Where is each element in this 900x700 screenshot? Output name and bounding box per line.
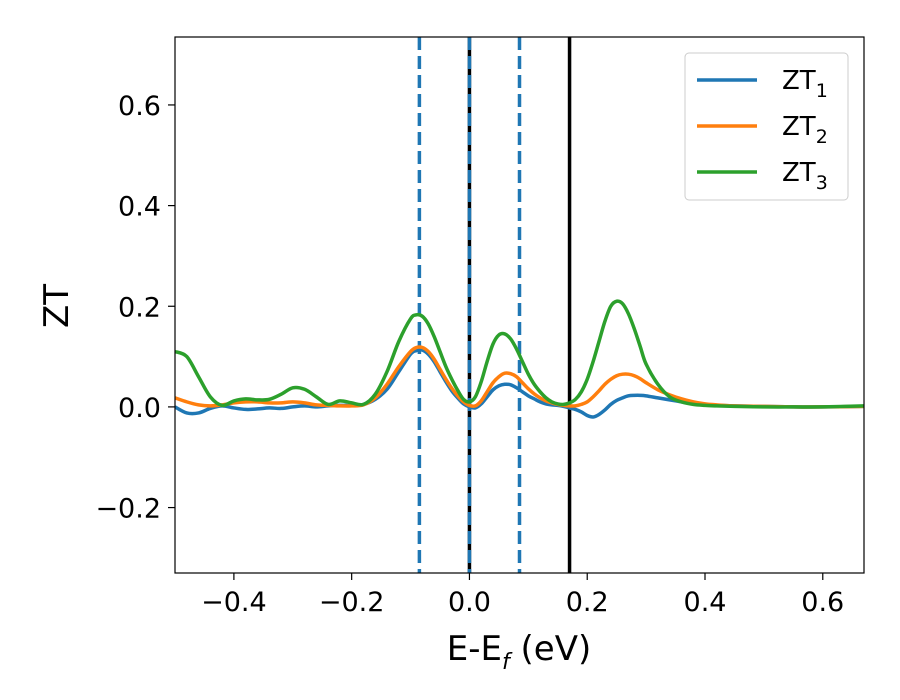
x-tick-label: 0.6 — [801, 587, 844, 618]
y-tick-label: 0.6 — [118, 91, 161, 122]
reference-lines — [417, 37, 572, 573]
legend-box — [684, 52, 849, 201]
series-line-zt1 — [175, 348, 864, 419]
series-line-zt3 — [175, 299, 864, 409]
y-tick-label: 0.4 — [118, 192, 161, 223]
series-lines — [175, 299, 864, 419]
x-axis-label: E-Ef (eV) — [447, 629, 592, 675]
y-tick-label: 0.2 — [118, 292, 161, 323]
legend-label-zt3: ZT3 — [782, 158, 828, 194]
x-tick-label: −0.4 — [201, 587, 267, 618]
x-axis-ticks: −0.4 −0.2 0.0 0.2 0.4 0.6 — [201, 573, 844, 618]
y-tick-label: 0.0 — [118, 393, 161, 424]
x-tick-label: 0.4 — [684, 587, 727, 618]
x-tick-label: 0.0 — [448, 587, 491, 618]
legend-label-zt1: ZT1 — [782, 66, 828, 102]
legend-label-zt2: ZT2 — [782, 112, 828, 148]
x-tick-label: 0.2 — [566, 587, 609, 618]
y-tick-label: −0.2 — [95, 494, 161, 525]
y-axis-ticks: −0.2 0.0 0.2 0.4 0.6 — [95, 91, 175, 525]
series-line-zt2 — [175, 345, 864, 409]
legend: ZT1 ZT2 ZT3 — [684, 52, 849, 201]
y-axis-label: ZT — [37, 284, 77, 328]
plot-frame — [174, 36, 865, 574]
x-tick-label: −0.2 — [319, 587, 385, 618]
